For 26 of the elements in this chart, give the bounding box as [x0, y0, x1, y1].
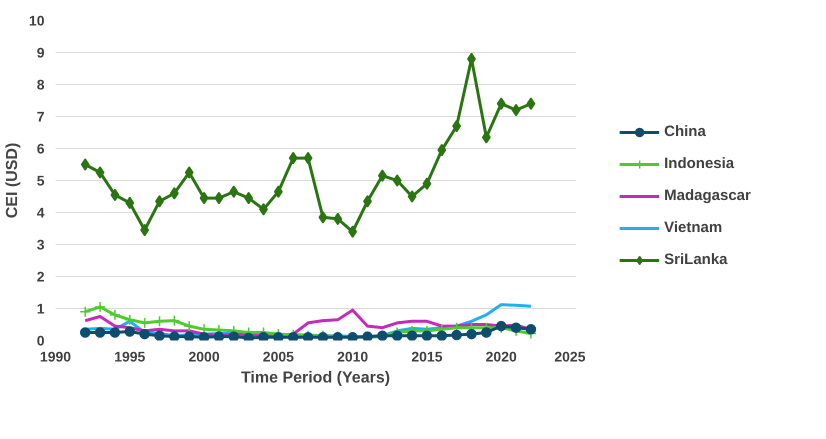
- y-tick-label: 4: [36, 204, 45, 220]
- legend-label: Madagascar: [664, 187, 751, 204]
- y-tick-label: 7: [36, 108, 45, 124]
- x-tick-label: 2025: [554, 348, 586, 364]
- y-tick-label: 2: [36, 268, 45, 284]
- x-tick-label: 2000: [188, 348, 220, 364]
- x-axis-title: Time Period (Years): [240, 370, 390, 386]
- x-tick-label: 2015: [411, 348, 443, 364]
- y-axis-title: CEI (USD): [4, 142, 21, 218]
- x-tick-label: 2020: [486, 348, 517, 364]
- y-tick-label: 3: [36, 236, 45, 252]
- y-tick-label: 9: [36, 44, 45, 60]
- x-tick-label: 1990: [40, 348, 72, 364]
- x-tick-label: 2005: [262, 348, 294, 364]
- legend-label: Indonesia: [664, 155, 734, 172]
- y-tick-label: 10: [28, 12, 45, 28]
- y-tick-label: 0: [36, 332, 45, 348]
- y-tick-label: 5: [36, 172, 45, 188]
- y-tick-label: 1: [36, 300, 45, 316]
- y-tick-label: 8: [36, 76, 45, 92]
- legend-label: Vietnam: [664, 219, 722, 236]
- y-tick-label: 6: [36, 140, 45, 156]
- x-tick-label: 2010: [337, 348, 368, 364]
- legend-label: SriLanka: [664, 251, 728, 268]
- x-tick-label: 1995: [114, 348, 146, 364]
- legend-label: China: [664, 123, 706, 140]
